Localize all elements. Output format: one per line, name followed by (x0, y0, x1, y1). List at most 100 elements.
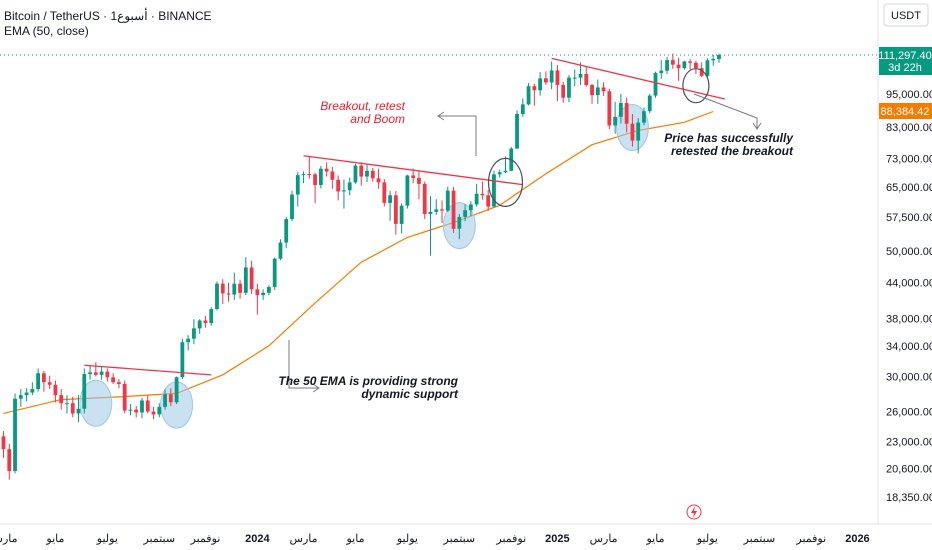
candle (249, 260, 254, 294)
candle-body (65, 403, 69, 405)
price-tick-label: 34,000.00 (886, 341, 932, 353)
price-scale-panel[interactable] (878, 0, 932, 550)
candle (1, 431, 6, 459)
year-tick-label: 2026 (845, 533, 869, 545)
candle-body (480, 193, 485, 196)
candle-body (694, 62, 698, 69)
candle-body (243, 267, 248, 293)
indicator-title[interactable]: EMA (50, close) (4, 24, 89, 38)
candle-body (474, 193, 479, 205)
candle (434, 199, 439, 215)
candle-body (376, 178, 381, 183)
candle (192, 319, 196, 345)
candle-body (365, 170, 369, 177)
candle-body (18, 395, 23, 399)
candle-body (128, 409, 133, 411)
candle-body (99, 371, 104, 375)
candle-body (186, 338, 191, 343)
candle-body (670, 60, 675, 65)
candle-body (267, 287, 271, 293)
candles-layer (1, 53, 721, 480)
breakout-annotation-line2: and Boom (350, 112, 405, 126)
candle-body (370, 170, 375, 179)
lightning-icon[interactable] (686, 504, 702, 520)
price-tick-label: 50,000.00 (886, 246, 932, 258)
candle (336, 175, 341, 201)
candle (549, 61, 554, 90)
candle-body (145, 400, 150, 412)
candle (82, 368, 87, 414)
candle-body (347, 182, 352, 191)
currency-button[interactable] (883, 3, 929, 27)
candle (607, 88, 612, 130)
price-tick-label: 30,000.00 (886, 371, 932, 383)
candle-body (359, 165, 364, 177)
candle (255, 283, 260, 315)
candle (232, 272, 237, 300)
breakout-arrowhead (437, 111, 445, 121)
candle-body (486, 195, 491, 207)
retest-highlight-ring (682, 68, 710, 104)
candle-body (567, 77, 571, 98)
retest-annotation-bg (690, 130, 798, 158)
candle (567, 75, 571, 103)
candle-body (636, 122, 641, 141)
candle (347, 177, 352, 196)
candle (515, 110, 519, 150)
candle-body (301, 174, 306, 176)
candle (474, 183, 479, 207)
candle-body (572, 77, 577, 79)
price-tick-label: 65,000.00 (886, 182, 932, 194)
candle-body (215, 283, 219, 310)
month-tick-label: نوفمبر (190, 533, 221, 545)
candle (532, 83, 537, 106)
candle (440, 200, 444, 223)
candle (694, 60, 698, 74)
candle (267, 285, 271, 296)
candle-body (261, 292, 266, 296)
price-tick-label: 23,000.00 (886, 437, 932, 449)
candle-body (463, 210, 467, 217)
candle (88, 365, 92, 380)
candle-body (411, 175, 416, 178)
price-tick-label: 38,000.00 (886, 314, 932, 326)
candle (145, 395, 150, 414)
candle (630, 113, 635, 147)
retest-annotation-line1: Price has successfully (664, 131, 794, 145)
month-tick-label: يوليو (96, 533, 118, 545)
candle-body (393, 195, 398, 224)
resistance-layer (84, 57, 725, 376)
candle-body (232, 283, 237, 295)
candle-body (318, 168, 323, 185)
last-price-value: 111,297.40 (878, 50, 931, 62)
candle-body (630, 123, 635, 141)
countdown-value: 3d 22h (888, 62, 922, 74)
candle (59, 389, 64, 410)
candle (492, 170, 496, 208)
month-tick-label: مارس (0, 533, 18, 545)
ema-annotation-line2: dynamic support (361, 387, 459, 401)
ema-price-value: 88,384.42 (881, 106, 930, 118)
candle-body (422, 183, 427, 214)
candle-body (336, 179, 341, 192)
candle (457, 213, 462, 240)
candle-body (93, 372, 98, 375)
candle-body (665, 60, 669, 71)
candle (711, 54, 716, 66)
candle-body (515, 113, 519, 149)
month-tick-label: مايو (345, 533, 364, 545)
candle (278, 239, 283, 261)
candle (665, 56, 669, 74)
month-tick-label: سبتمبر (743, 533, 776, 545)
price-tick-label: 20,600.00 (886, 464, 932, 476)
symbol-title: Bitcoin / TetherUS · 1أسبوع · BINANCE (4, 8, 212, 23)
candle-body (76, 408, 81, 414)
candle (342, 179, 346, 209)
candle-body (543, 78, 548, 83)
retest-annotation-line2: retested the breakout (671, 144, 794, 158)
candle (503, 156, 508, 174)
candle (313, 172, 317, 204)
candle (590, 83, 594, 104)
candle-body (601, 87, 606, 92)
